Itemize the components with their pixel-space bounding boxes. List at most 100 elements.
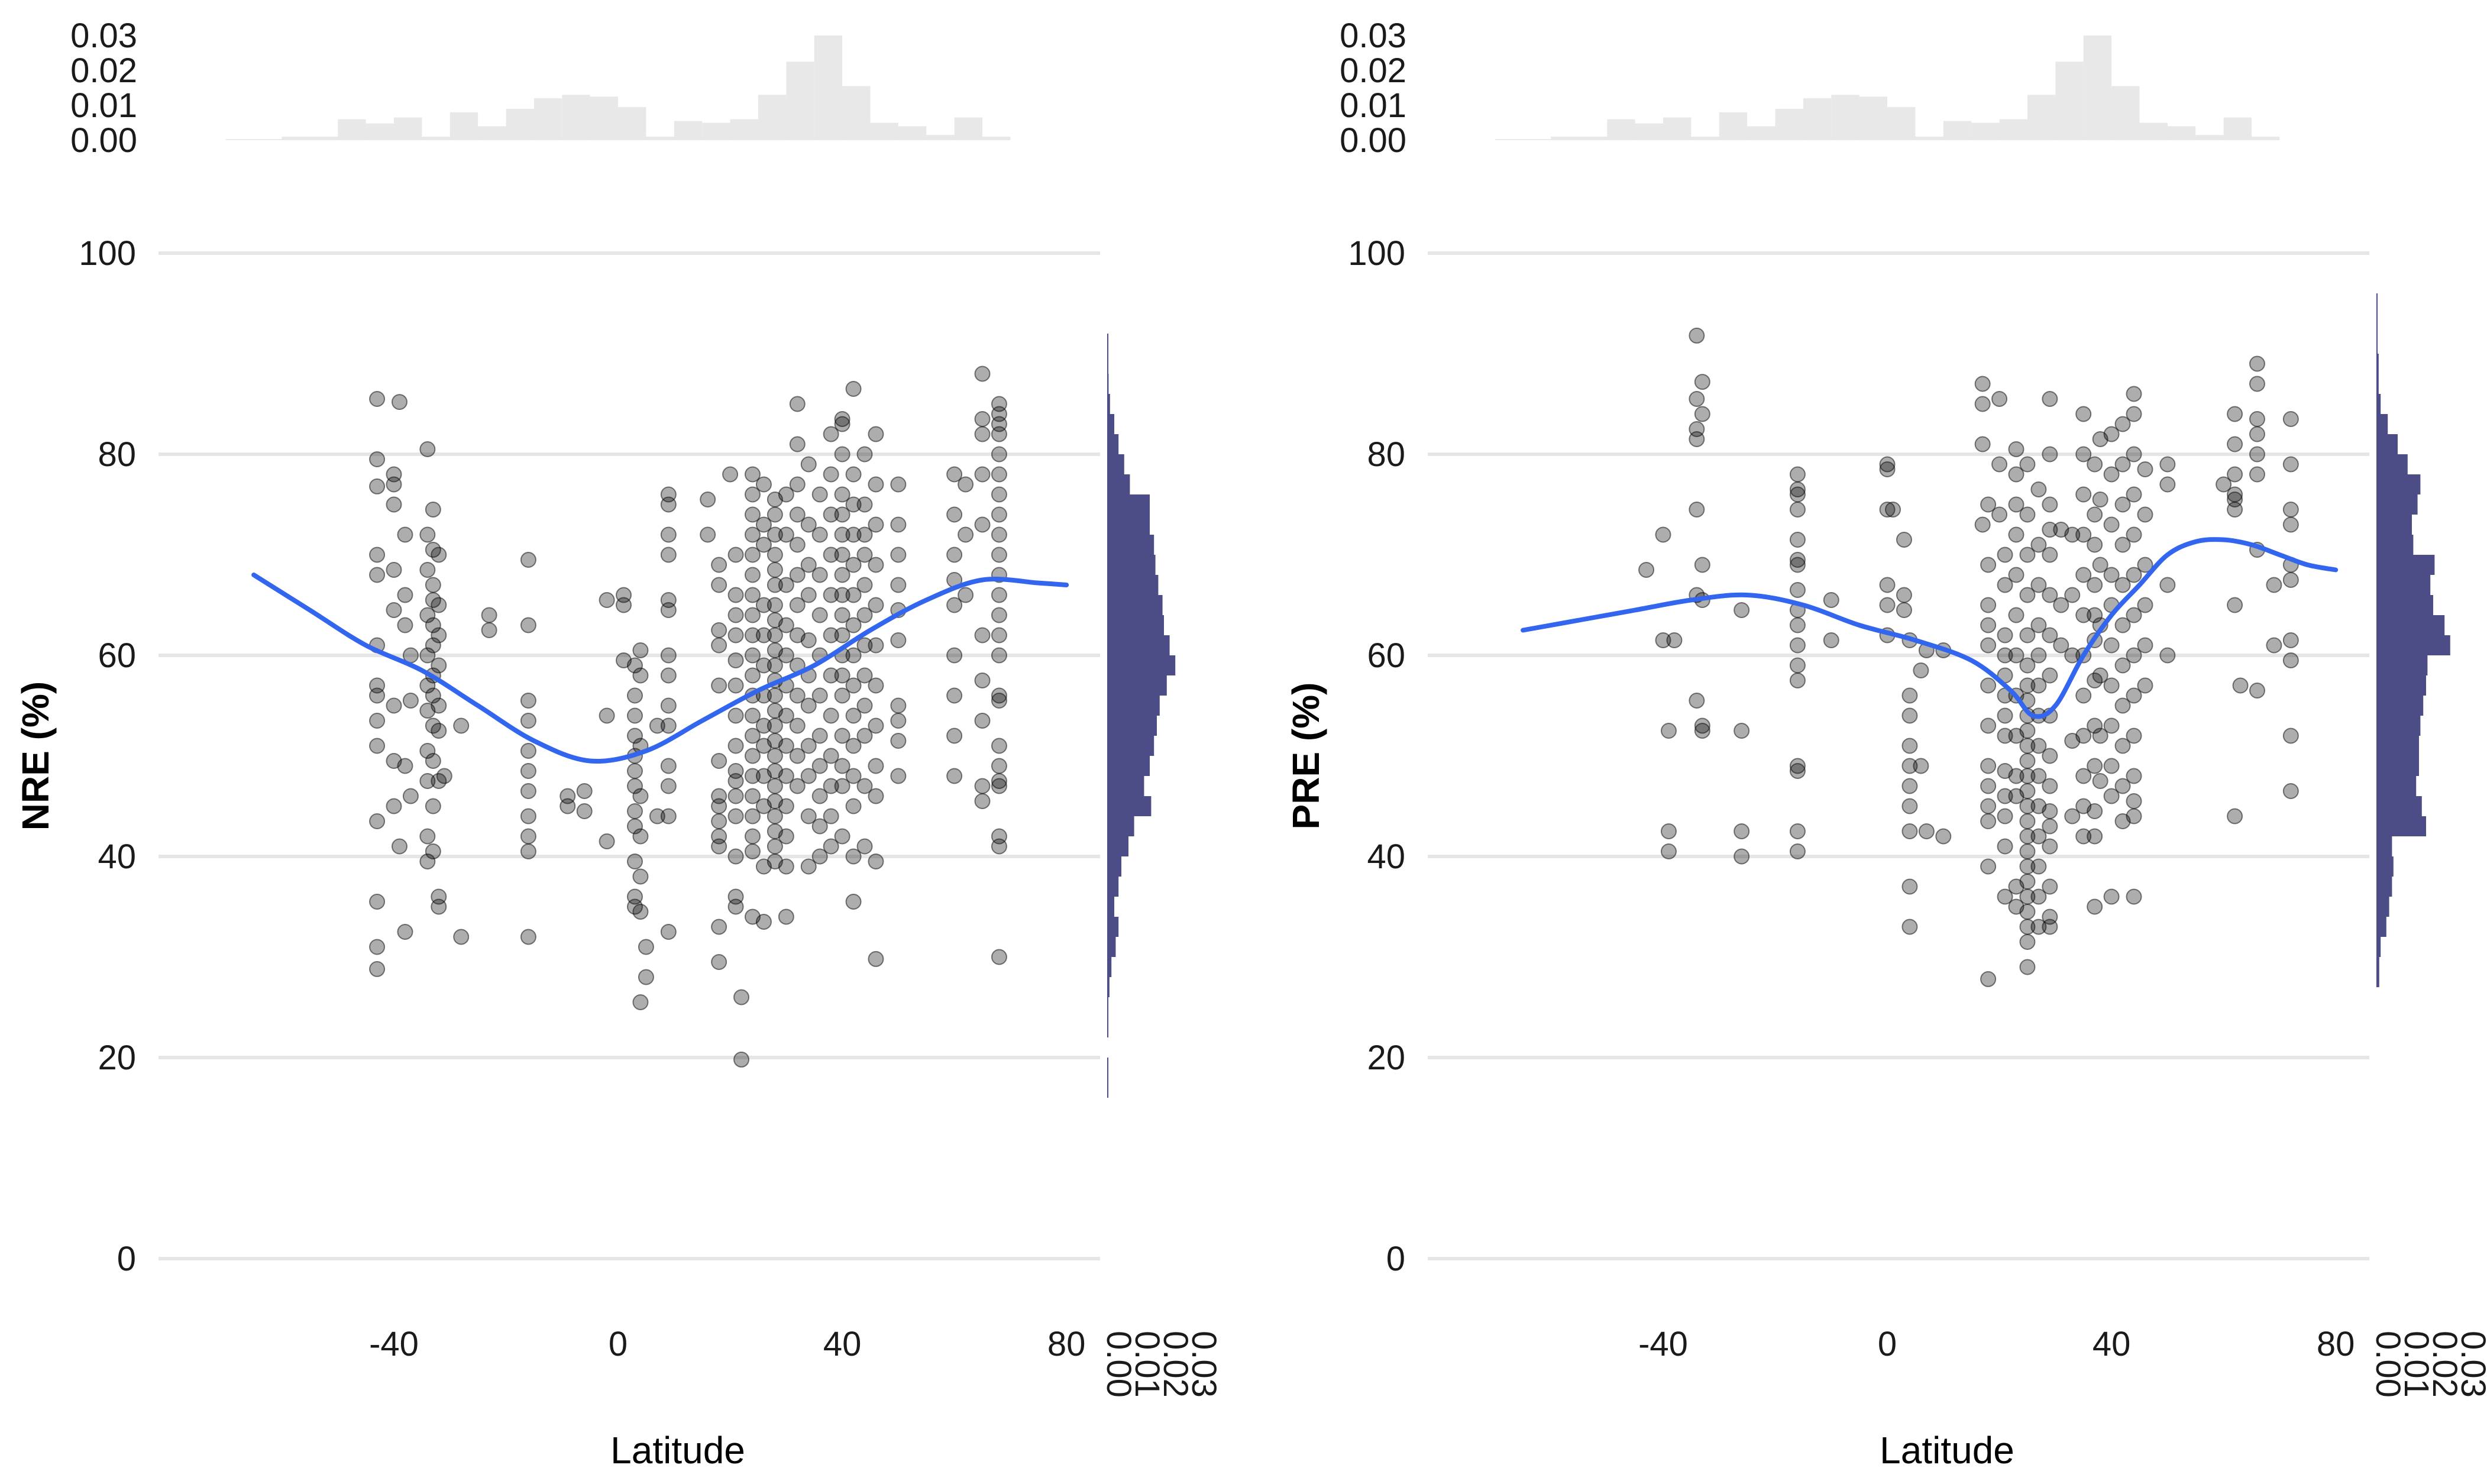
scatter-point (419, 703, 436, 719)
scatter-point (733, 1051, 750, 1068)
scatter-point (386, 798, 402, 814)
scatter-point (2075, 728, 2092, 744)
scatter-point (632, 904, 649, 920)
x-tick-label: 40 (2093, 1325, 2131, 1363)
scatter-point (823, 667, 839, 684)
top-density-bar (366, 123, 394, 140)
scatter-point (2114, 456, 2131, 473)
scatter-point (2030, 647, 2047, 664)
scatter-point (2126, 386, 2142, 402)
scatter-point (1901, 738, 1918, 754)
scatter-point (1789, 582, 1806, 598)
scatter-point (991, 426, 1007, 442)
scatter-point (946, 728, 963, 744)
scatter-point (778, 526, 794, 543)
scatter-point (991, 778, 1007, 794)
scatter-point (369, 567, 386, 583)
scatter-point (845, 768, 862, 784)
scatter-point (744, 647, 761, 664)
y-axis-title: NRE (%) (14, 681, 57, 830)
scatter-point (778, 858, 794, 875)
scatter-point (1823, 632, 1839, 648)
scatter-point (1689, 502, 1705, 518)
scatter-point (1980, 717, 1997, 734)
scatter-point (397, 587, 413, 603)
scatter-point (1980, 758, 1997, 774)
right-hist-bar (1107, 575, 1159, 595)
top-density-bar (1607, 119, 1635, 140)
scatter-point (369, 939, 386, 955)
right-hist-bar (1107, 696, 1160, 716)
scatter-point (453, 717, 470, 734)
scatter-point (800, 557, 817, 573)
scatter-point (1694, 557, 1710, 573)
top-density-bar (533, 98, 562, 140)
right-hist-bar (1107, 736, 1154, 756)
top-density-bar (478, 126, 506, 140)
scatter-point (744, 768, 761, 784)
scatter-point (789, 597, 806, 613)
top-density-bar (394, 117, 422, 140)
scatter-point (727, 773, 744, 789)
scatter-point (744, 587, 761, 603)
scatter-point (660, 496, 677, 513)
scatter-point (744, 707, 761, 724)
scatter-point (660, 778, 677, 794)
scatter-point (599, 592, 615, 608)
scatter-point (778, 738, 794, 754)
scatter-point (845, 707, 862, 724)
right-hist-bar (1107, 555, 1156, 575)
scatter-point (386, 697, 402, 714)
scatter-point (419, 677, 436, 694)
top-density-bar (2252, 137, 2280, 140)
scatter-point (632, 788, 649, 804)
scatter-point (755, 717, 772, 734)
scatter-point (823, 587, 839, 603)
scatter-point (868, 853, 884, 869)
top-density-bar (1859, 96, 1888, 140)
scatter-point (834, 828, 850, 845)
right-hist-bar (1107, 1058, 1108, 1098)
scatter-point (974, 673, 991, 688)
scatter-point (2042, 587, 2058, 603)
right-hist-bar (1107, 897, 1114, 917)
scatter-point (2030, 577, 2047, 593)
scatter-point (1901, 687, 1918, 704)
scatter-point (520, 828, 536, 845)
scatter-point (560, 798, 576, 814)
scatter-point (2159, 456, 2176, 473)
right-hist-bar (2376, 494, 2418, 515)
scatter-point (727, 677, 744, 694)
scatter-point (2075, 446, 2092, 463)
right-hist-tick-label: 0.00 (1099, 1331, 1138, 1398)
scatter-point (2042, 803, 2058, 819)
scatter-point (789, 717, 806, 734)
scatter-point (789, 506, 806, 523)
scatter-point (1997, 888, 2013, 905)
scatter-point (520, 763, 536, 779)
scatter-point (1997, 808, 2013, 825)
scatter-point (520, 693, 536, 709)
scatter-point (811, 818, 828, 835)
top-density-bar (1915, 137, 1943, 140)
scatter-point (1789, 481, 1806, 497)
scatter-point (811, 607, 828, 623)
scatter-point (789, 567, 806, 583)
scatter-point (425, 617, 441, 633)
scatter-point (1789, 617, 1806, 633)
scatter-point (1689, 391, 1705, 407)
scatter-point (2282, 728, 2299, 744)
scatter-point (1660, 723, 1677, 739)
scatter-point (2249, 355, 2265, 372)
scatter-point (369, 687, 386, 704)
scatter-point (1980, 971, 1997, 987)
scatter-point (991, 446, 1007, 463)
scatter-point (2087, 506, 2103, 523)
scatter-point (778, 768, 794, 784)
scatter-point (425, 687, 441, 704)
scatter-point (431, 547, 447, 563)
scatter-point (1980, 637, 1997, 654)
scatter-point (2137, 557, 2153, 573)
scatter-point (868, 637, 884, 654)
scatter-point (991, 486, 1007, 503)
